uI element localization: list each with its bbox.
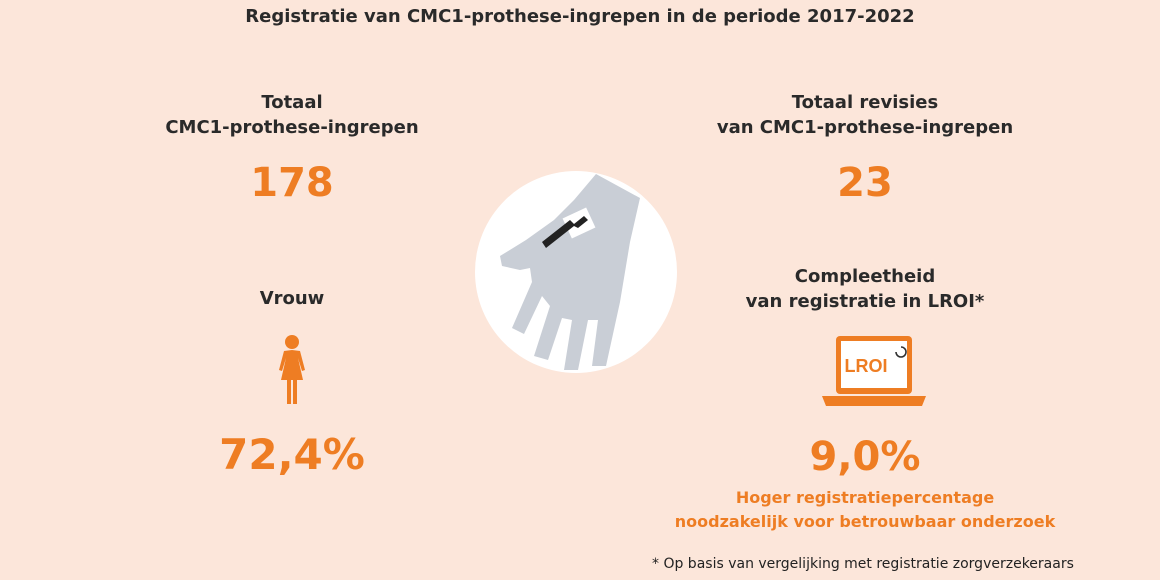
total-value: 178 [250, 160, 334, 206]
woman-label: Vrouw [259, 288, 325, 309]
total-label: Totaal CMC1-prothese-ingrepen [142, 90, 442, 140]
laptop-logo-text: LROI [845, 356, 888, 376]
hand-prosthesis-icon [475, 171, 677, 373]
woman-value: 72,4% [219, 430, 365, 479]
completeness-note-line2: noodzakelijk voor betrouwbaar onderzoek [674, 512, 1056, 531]
revisions-label-line2: van CMC1-prothese-ingrepen [716, 117, 1014, 138]
laptop-lroi-icon: LROI [822, 336, 926, 406]
completeness-label-line2: van registratie in LROI* [745, 291, 985, 312]
completeness-label-line1: Compleetheid [794, 266, 936, 287]
completeness-note: Hoger registratiepercentage noodzakelijk… [660, 486, 1070, 534]
completeness-label: Compleetheid van registratie in LROI* [712, 264, 1018, 314]
footnote: * Op basis van vergelijking met registra… [652, 556, 1074, 572]
revisions-label-line1: Totaal revisies [791, 92, 939, 113]
revisions-value: 23 [837, 160, 893, 206]
page-title: Registratie van CMC1-prothese-ingrepen i… [245, 6, 915, 27]
revisions-label: Totaal revisies van CMC1-prothese-ingrep… [712, 90, 1018, 140]
total-label-line1: Totaal [261, 92, 323, 113]
completeness-note-line1: Hoger registratiepercentage [735, 488, 995, 507]
total-label-line2: CMC1-prothese-ingrepen [165, 117, 419, 138]
woman-icon [279, 335, 305, 404]
completeness-value: 9,0% [809, 434, 921, 480]
